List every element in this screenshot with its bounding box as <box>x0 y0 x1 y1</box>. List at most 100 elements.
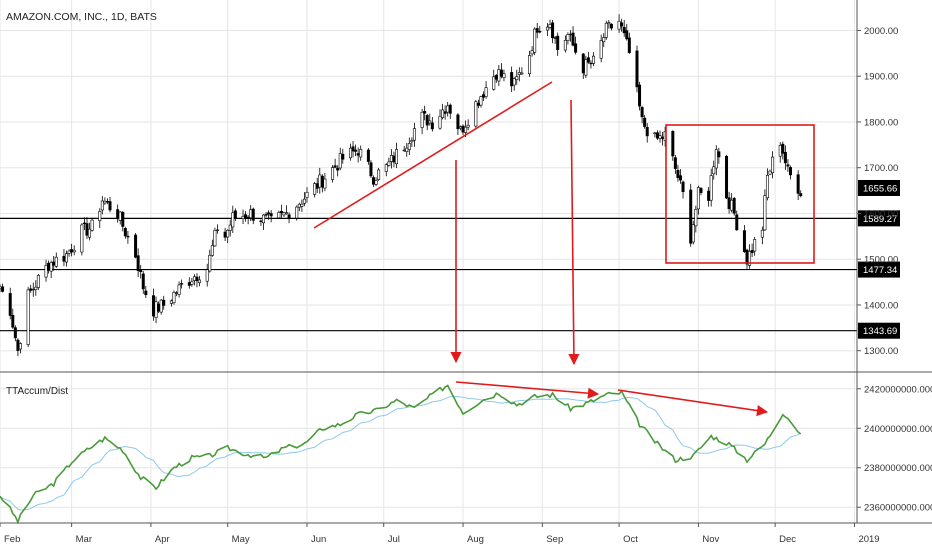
last-price-box <box>858 179 900 196</box>
candle-body <box>105 201 109 203</box>
candle-body <box>556 35 560 50</box>
candle-body <box>607 22 611 25</box>
candle-body <box>528 55 532 74</box>
candle-body <box>712 166 716 175</box>
candle-body <box>696 187 700 210</box>
level-label: 1477.34 <box>863 265 897 276</box>
price-tick-label: 1700.00 <box>864 163 898 174</box>
candle-body <box>494 75 498 80</box>
candle-body <box>658 135 662 139</box>
candle-body <box>123 228 127 237</box>
candle-body <box>351 146 355 152</box>
candle-body <box>745 249 749 265</box>
candle-body <box>231 212 235 228</box>
candle-body <box>699 187 703 193</box>
candle-body <box>645 127 649 137</box>
candle-body <box>510 72 514 87</box>
candle-body <box>359 149 363 158</box>
candle-body <box>627 37 631 53</box>
candle-body <box>694 209 698 227</box>
candle-body <box>11 314 15 328</box>
time-tick-label: Oct <box>623 534 638 545</box>
candle-body <box>98 211 102 222</box>
candle-body <box>714 149 718 169</box>
candle-body <box>323 178 327 189</box>
candle-body <box>553 37 557 39</box>
candle-body <box>492 76 496 90</box>
candle-body <box>778 144 782 157</box>
time-tick-label: Apr <box>155 534 170 545</box>
candle-body <box>205 269 209 282</box>
candle-body <box>517 72 521 75</box>
candle-body <box>100 200 104 211</box>
candle-body <box>535 28 539 33</box>
candle-body <box>374 180 378 185</box>
divergence-arrow-drawing <box>455 381 600 399</box>
candle-body <box>302 198 306 204</box>
candle-body <box>126 235 130 238</box>
candle-body <box>336 167 340 171</box>
candle-body <box>65 253 69 263</box>
candle-body <box>571 32 575 46</box>
candle-body <box>586 57 590 63</box>
time-tick-label: Jul <box>388 534 400 545</box>
candle-body <box>295 206 299 219</box>
candle-body <box>244 214 248 219</box>
candle-body <box>210 245 214 256</box>
candle-body <box>18 343 22 350</box>
candle-body <box>67 250 71 254</box>
candle-body <box>520 72 524 75</box>
candle-body <box>103 200 107 204</box>
candle-body <box>430 122 434 130</box>
candle-body <box>681 181 685 192</box>
candle-body <box>279 210 283 213</box>
candle-body <box>175 292 179 294</box>
candle-body <box>387 161 391 166</box>
candle-body <box>466 124 470 128</box>
candle-body <box>589 62 593 65</box>
candle-body <box>144 290 148 296</box>
candle-body <box>428 120 432 124</box>
chart-title: AMAZON.COM, INC., 1D, BATS <box>6 11 157 23</box>
candle-body <box>228 224 232 231</box>
candle-body <box>192 276 196 281</box>
candle-body <box>215 229 219 231</box>
candle-body <box>410 140 414 143</box>
time-tick-label: Jun <box>311 534 326 545</box>
candle-body <box>402 149 406 152</box>
candle-body <box>190 281 194 285</box>
price-tick-label: 1600.00 <box>864 209 898 220</box>
candle-body <box>512 78 516 86</box>
candle-body <box>180 283 184 285</box>
candle-body <box>249 209 253 219</box>
candle-body <box>799 193 803 197</box>
level-label-box <box>858 261 900 278</box>
candle-body <box>727 197 731 209</box>
candle-body <box>443 111 447 114</box>
candle-body <box>300 203 304 207</box>
price-tick-label: 2000.00 <box>864 26 898 37</box>
candle-body <box>499 69 503 77</box>
candle-body <box>502 73 506 79</box>
price-tick-label: 1400.00 <box>864 300 898 311</box>
price-tick-label: 1800.00 <box>864 117 898 128</box>
candle-body <box>735 214 739 231</box>
candle-body <box>604 22 608 38</box>
candle-body <box>384 164 388 172</box>
time-tick-label: 2019 <box>858 534 879 545</box>
candle-body <box>707 190 711 201</box>
candle-body <box>786 164 790 167</box>
candle-body <box>497 69 501 82</box>
candle-body <box>671 131 675 157</box>
candle-body <box>742 230 746 253</box>
candle-body <box>47 262 51 271</box>
trendline-drawing <box>313 81 553 229</box>
candle-body <box>1 286 5 292</box>
time-tick-label: May <box>232 534 250 545</box>
candle-body <box>753 239 757 252</box>
candle-body <box>622 26 626 34</box>
candle-body <box>151 295 155 317</box>
candle-body <box>689 189 693 244</box>
candle-body <box>461 125 465 133</box>
